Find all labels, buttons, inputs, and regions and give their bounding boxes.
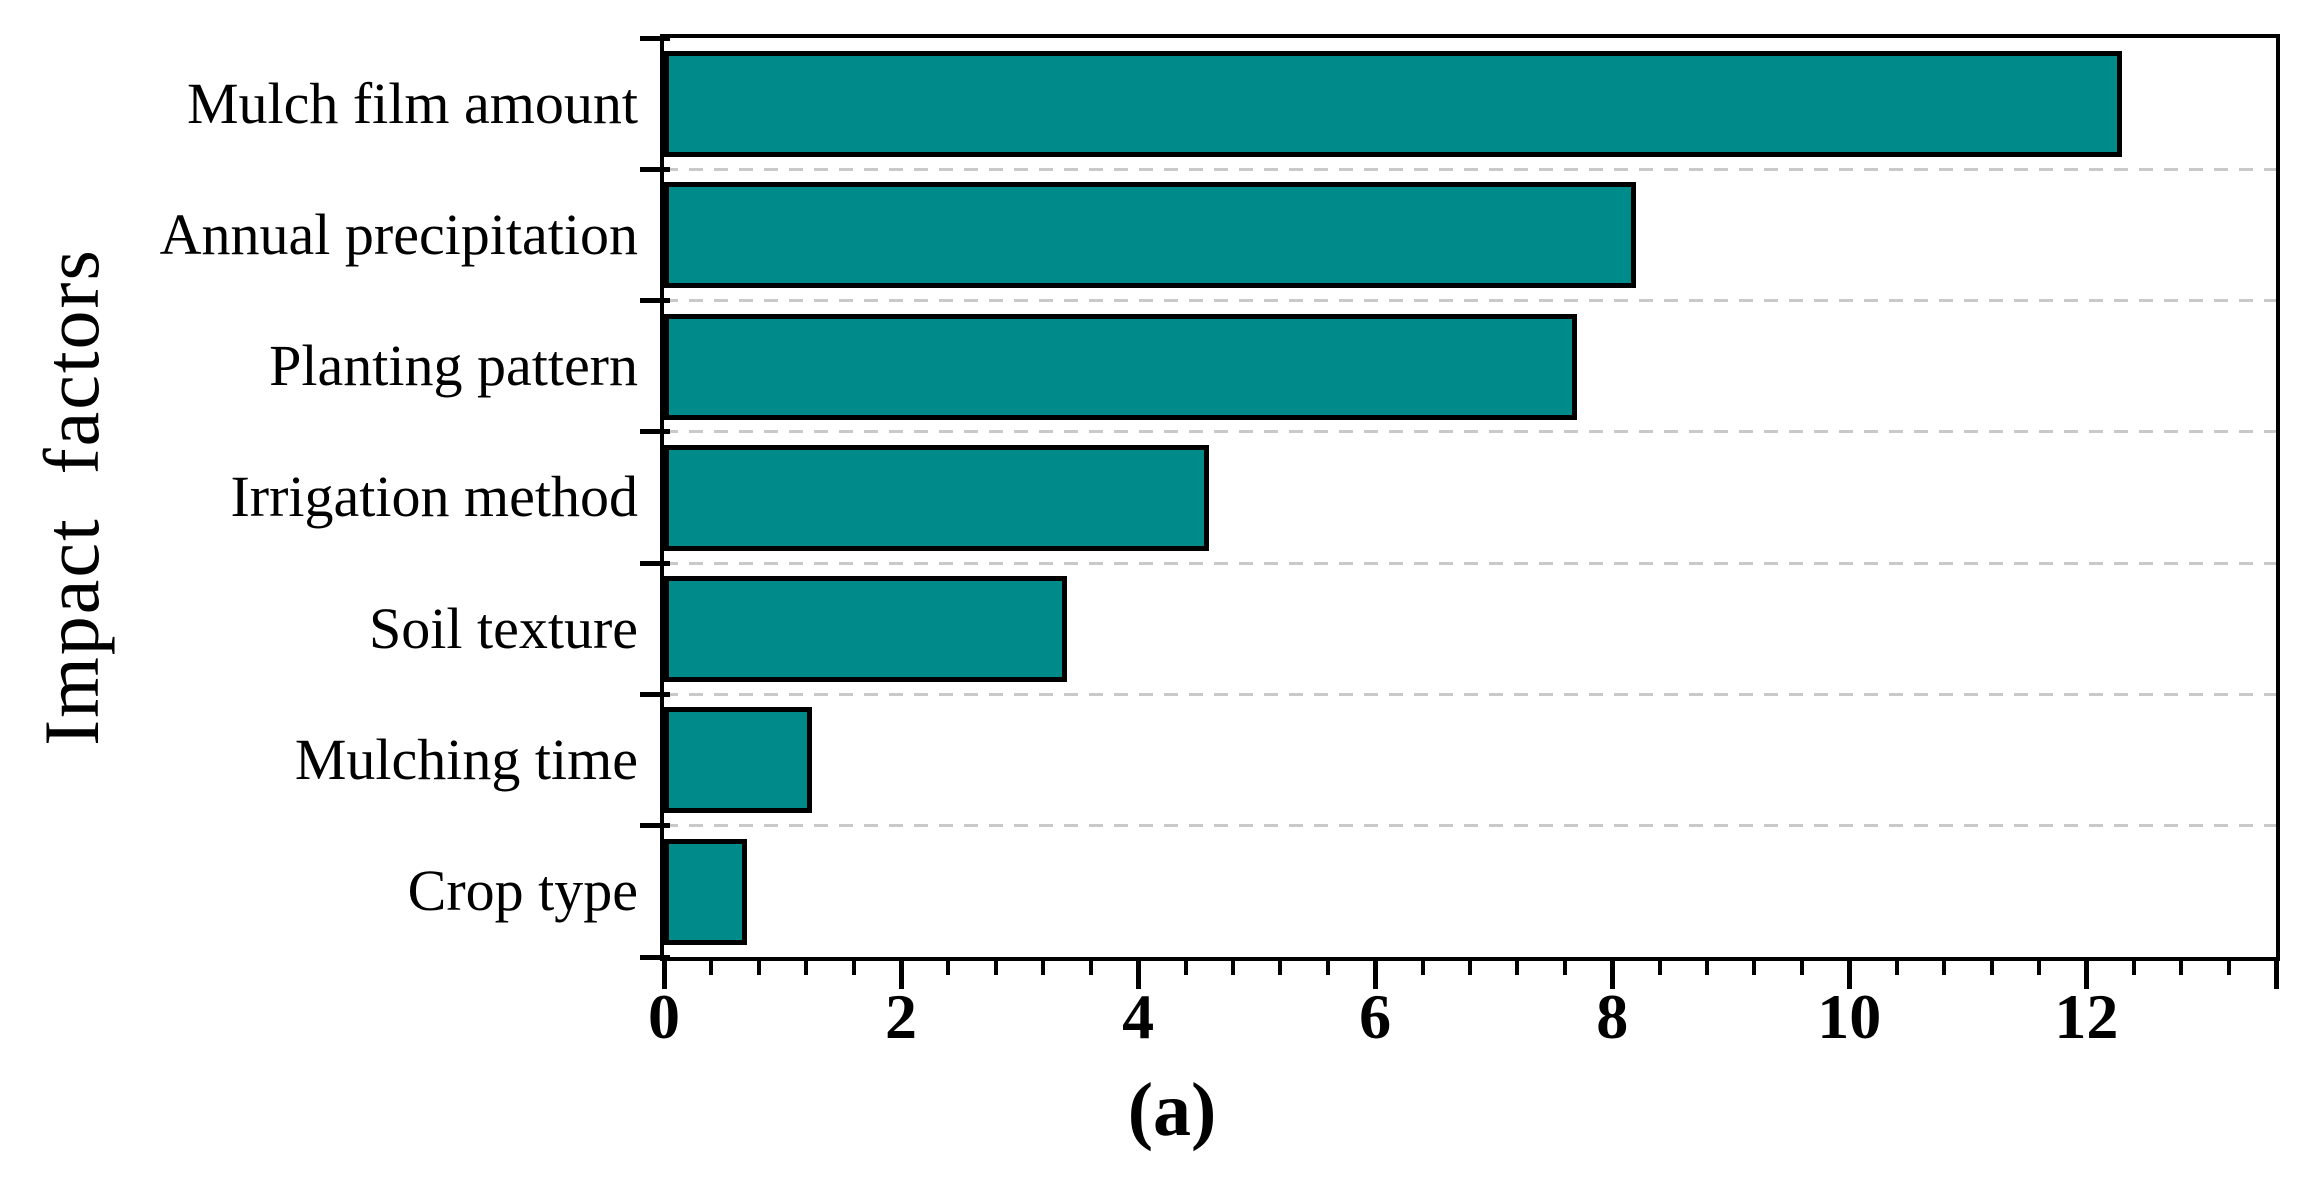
x-tick-label: 12: [2054, 981, 2119, 1052]
x-axis-minor-tick: [1468, 957, 1472, 975]
x-axis-major-tick: [2083, 957, 2089, 989]
x-axis-major-tick: [1609, 957, 1615, 989]
gridline: [664, 561, 2276, 565]
y-axis-tick: [640, 35, 670, 41]
category-label: Crop type: [407, 858, 638, 924]
x-axis-major-tick: [2273, 957, 2279, 989]
category-label: Annual precipitation: [159, 201, 638, 267]
gridline: [664, 299, 2276, 303]
x-axis-minor-tick: [1799, 957, 1804, 975]
x-axis-major-tick: [1372, 957, 1378, 989]
category-label: Mulching time: [294, 727, 638, 793]
y-axis-tick: [640, 429, 670, 435]
x-tick-label: 10: [1817, 981, 1882, 1052]
x-tick-label: 4: [1122, 981, 1155, 1052]
x-axis-minor-tick: [1230, 957, 1235, 975]
x-axis-minor-tick: [1041, 957, 1046, 975]
gridline: [664, 692, 2276, 696]
y-axis-tick: [640, 166, 670, 172]
x-axis-minor-tick: [993, 957, 998, 975]
bar-crop-type: [664, 838, 747, 945]
x-axis-minor-tick: [1562, 957, 1567, 975]
bar-irrigation-method: [664, 444, 1209, 551]
x-tick-label: 0: [648, 981, 680, 1052]
x-axis-major-tick: [1846, 957, 1852, 989]
bar-mulching-time: [664, 707, 812, 814]
category-label: Irrigation method: [230, 464, 638, 530]
x-axis-minor-tick: [1278, 957, 1283, 975]
y-axis-tick: [640, 560, 670, 566]
y-axis-tick: [640, 954, 670, 960]
x-axis-minor-tick: [2226, 957, 2231, 975]
category-label: Planting pattern: [269, 333, 638, 399]
subplot-caption: (a): [1127, 1068, 1217, 1152]
x-axis-minor-tick: [1894, 957, 1899, 975]
x-axis-minor-tick: [2131, 957, 2136, 975]
bar-planting-pattern: [664, 313, 1577, 420]
x-axis-major-tick: [661, 957, 667, 989]
bar-annual-precipitation: [664, 182, 1636, 289]
x-axis-minor-tick: [1752, 957, 1757, 975]
category-axis-labels: Mulch film amount Annual precipitation Pla…: [0, 38, 638, 957]
x-axis-minor-tick: [1183, 957, 1188, 975]
x-axis-minor-tick: [946, 957, 951, 975]
x-axis-minor-tick: [2036, 957, 2041, 975]
gridline: [664, 167, 2276, 171]
x-tick-label: 2: [885, 981, 918, 1052]
x-axis-minor-tick: [804, 957, 809, 975]
x-tick-label: 6: [1359, 981, 1392, 1052]
x-axis-minor-tick: [1657, 957, 1662, 975]
bar-mulch-film-amount: [664, 51, 2122, 157]
x-axis-minor-tick: [1325, 957, 1330, 975]
x-tick-label: 8: [1596, 981, 1629, 1052]
x-axis-minor-tick: [1705, 957, 1710, 975]
plot-area: [640, 34, 2280, 989]
x-axis-major-tick: [898, 957, 904, 989]
x-axis-minor-tick: [2179, 957, 2184, 975]
x-axis-minor-tick: [1942, 957, 1947, 975]
x-axis-minor-tick: [756, 957, 761, 975]
x-axis-minor-tick: [851, 957, 856, 975]
gridline: [664, 824, 2276, 828]
bar-soil-texture: [664, 576, 1067, 683]
gridline: [664, 430, 2276, 434]
x-axis-minor-tick: [709, 957, 714, 975]
x-axis-minor-tick: [1989, 957, 1994, 975]
y-axis-tick: [640, 298, 670, 304]
x-axis-minor-tick: [1088, 957, 1093, 975]
x-axis-minor-tick: [1515, 957, 1520, 975]
y-axis-tick: [640, 691, 670, 697]
x-axis-major-tick: [1135, 957, 1141, 989]
y-axis-tick: [640, 823, 670, 829]
category-label: Soil texture: [368, 595, 638, 661]
category-label: Mulch film amount: [186, 70, 638, 136]
x-axis-minor-tick: [1420, 957, 1425, 975]
